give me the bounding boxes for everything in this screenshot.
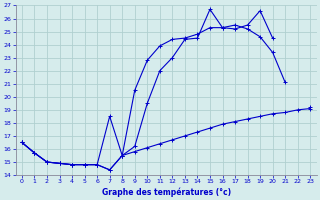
X-axis label: Graphe des températures (°c): Graphe des températures (°c) (101, 187, 231, 197)
